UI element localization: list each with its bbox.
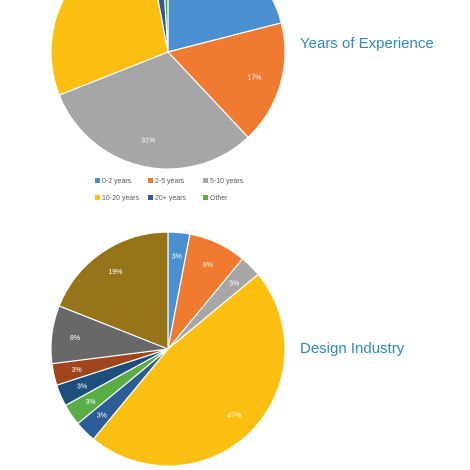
- legend-swatch-5: [203, 195, 208, 200]
- industry-data-label-6: 3%: [77, 384, 87, 391]
- experience-slice-2: [58, 51, 249, 170]
- industry-slice-3: [92, 273, 286, 467]
- industry-data-label-5: 3%: [86, 399, 96, 406]
- experience-chart-title: Years of Experience: [300, 35, 434, 52]
- legend-swatch-3: [95, 195, 100, 200]
- experience-slice-1: [166, 22, 286, 139]
- experience-slice-0: [167, 0, 283, 53]
- experience-slice-5: [164, 0, 169, 53]
- experience-legend: 0-2 years 2-5 years 5-10 years 10-20 years 2…: [95, 178, 244, 202]
- industry-data-label-4: 3%: [97, 413, 107, 420]
- legend-label-3: 10-20 years: [102, 195, 139, 202]
- industry-data-label-8: 8%: [70, 335, 80, 342]
- industry-data-label-1: 8%: [203, 262, 213, 269]
- industry-pie: 3%8%3%47%3%3%3%3%8%19%: [50, 231, 286, 467]
- legend-swatch-2: [203, 178, 208, 183]
- legend-swatch-4: [148, 195, 153, 200]
- experience-slice-3: [50, 0, 169, 96]
- legend-label-0: 0-2 years: [102, 178, 132, 185]
- industry-slice-9: [58, 231, 169, 350]
- legend-swatch-0: [95, 178, 100, 183]
- industry-data-label-2: 3%: [229, 280, 239, 287]
- industry-chart-title: Design Industry: [300, 340, 405, 357]
- experience-pie: 17% 31%: [50, 0, 286, 170]
- legend-label-5: Other: [210, 195, 228, 202]
- legend-swatch-1: [148, 178, 153, 183]
- experience-data-label-2: 31%: [141, 137, 155, 144]
- experience-data-label-1: 17%: [247, 75, 261, 82]
- industry-data-label-7: 3%: [72, 367, 82, 374]
- industry-data-label-9: 19%: [108, 269, 122, 276]
- industry-data-label-0: 3%: [172, 253, 182, 260]
- legend-label-1: 2-5 years: [155, 178, 185, 185]
- industry-data-label-3: 47%: [227, 413, 241, 420]
- legend-label-2: 5-10 years: [210, 178, 244, 185]
- legend-label-4: 20+ years: [155, 195, 186, 202]
